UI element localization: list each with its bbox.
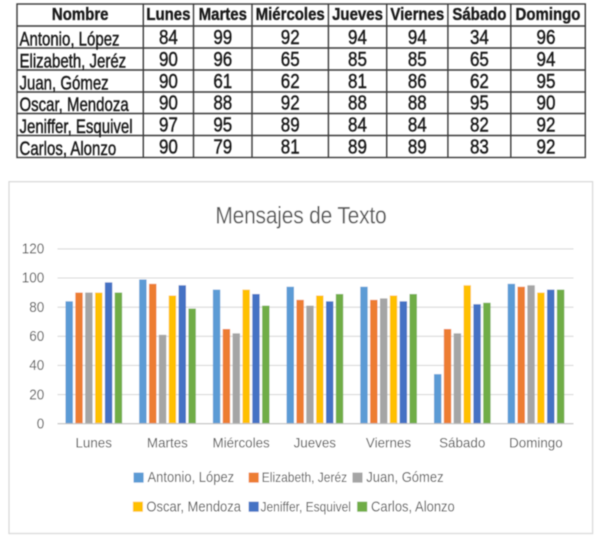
svg-text:89: 89 xyxy=(348,135,367,158)
svg-text:Elizabeth, Jeréz: Elizabeth, Jeréz xyxy=(20,50,127,72)
svg-text:90: 90 xyxy=(159,70,178,93)
svg-text:0: 0 xyxy=(37,416,45,433)
svg-text:Antonio, López: Antonio, López xyxy=(20,28,120,50)
svg-text:80: 80 xyxy=(29,299,44,316)
svg-text:Elizabeth, Jeréz: Elizabeth, Jeréz xyxy=(262,469,347,485)
svg-text:83: 83 xyxy=(470,135,489,158)
svg-text:99: 99 xyxy=(213,26,232,49)
svg-text:Jueves: Jueves xyxy=(294,435,337,450)
svg-text:65: 65 xyxy=(470,48,489,71)
svg-text:Miércoles: Miércoles xyxy=(212,435,270,450)
svg-text:Viernes: Viernes xyxy=(366,435,411,450)
svg-text:34: 34 xyxy=(470,26,489,49)
svg-text:Jeniffer, Esquivel: Jeniffer, Esquivel xyxy=(20,115,133,137)
svg-text:94: 94 xyxy=(537,48,556,71)
svg-text:65: 65 xyxy=(281,48,300,71)
svg-text:Martes: Martes xyxy=(199,4,247,25)
svg-text:40: 40 xyxy=(29,358,44,375)
svg-text:96: 96 xyxy=(213,48,232,71)
svg-text:85: 85 xyxy=(348,48,367,71)
svg-text:95: 95 xyxy=(213,113,232,136)
svg-text:120: 120 xyxy=(22,241,45,258)
svg-text:94: 94 xyxy=(348,26,367,49)
svg-text:62: 62 xyxy=(281,70,300,93)
svg-text:61: 61 xyxy=(213,70,232,93)
svg-text:88: 88 xyxy=(348,91,367,114)
svg-text:90: 90 xyxy=(159,135,178,158)
svg-text:Oscar, Mendoza: Oscar, Mendoza xyxy=(20,93,130,115)
svg-text:Domingo: Domingo xyxy=(509,435,563,450)
svg-text:92: 92 xyxy=(281,26,300,49)
svg-text:62: 62 xyxy=(470,70,489,93)
svg-text:94: 94 xyxy=(408,26,427,49)
svg-text:81: 81 xyxy=(281,135,300,158)
svg-text:Carlos, Alonzo: Carlos, Alonzo xyxy=(371,497,455,514)
svg-text:89: 89 xyxy=(408,135,427,158)
svg-text:Juan, Gómez: Juan, Gómez xyxy=(366,468,443,485)
svg-text:Juan, Gómez: Juan, Gómez xyxy=(20,72,109,94)
svg-text:81: 81 xyxy=(348,70,367,93)
svg-text:Domingo: Domingo xyxy=(516,4,581,25)
svg-text:Antonio, López: Antonio, López xyxy=(148,468,235,485)
svg-text:92: 92 xyxy=(537,135,556,158)
svg-text:Oscar, Mendoza: Oscar, Mendoza xyxy=(146,497,241,514)
svg-text:92: 92 xyxy=(537,113,556,136)
svg-text:88: 88 xyxy=(213,91,232,114)
svg-text:90: 90 xyxy=(159,48,178,71)
svg-text:Martes: Martes xyxy=(147,435,188,450)
svg-text:90: 90 xyxy=(537,91,556,114)
svg-text:84: 84 xyxy=(408,113,427,136)
svg-text:Jueves: Jueves xyxy=(332,4,383,25)
svg-text:88: 88 xyxy=(408,91,427,114)
svg-text:89: 89 xyxy=(281,113,300,136)
svg-text:96: 96 xyxy=(537,26,556,49)
svg-text:82: 82 xyxy=(470,113,489,136)
svg-text:60: 60 xyxy=(29,328,44,345)
svg-text:Lunes: Lunes xyxy=(146,4,190,25)
svg-text:Nombre: Nombre xyxy=(52,4,109,25)
svg-text:84: 84 xyxy=(348,113,367,136)
svg-text:20: 20 xyxy=(29,387,44,404)
svg-text:Miércoles: Miércoles xyxy=(256,4,325,25)
svg-text:Lunes: Lunes xyxy=(75,435,112,450)
svg-text:Viernes: Viernes xyxy=(390,4,444,25)
svg-text:Sábado: Sábado xyxy=(439,435,485,450)
svg-text:79: 79 xyxy=(213,135,232,158)
svg-text:85: 85 xyxy=(408,48,427,71)
svg-text:Sábado: Sábado xyxy=(452,4,506,25)
svg-text:100: 100 xyxy=(22,270,45,287)
svg-text:Carlos, Alonzo: Carlos, Alonzo xyxy=(20,137,117,159)
svg-text:84: 84 xyxy=(159,26,178,49)
svg-text:92: 92 xyxy=(281,91,300,114)
svg-text:95: 95 xyxy=(470,91,489,114)
svg-text:Jeniffer, Esquivel: Jeniffer, Esquivel xyxy=(261,498,351,514)
svg-text:90: 90 xyxy=(159,91,178,114)
svg-text:86: 86 xyxy=(408,70,427,93)
svg-text:95: 95 xyxy=(537,70,556,93)
svg-text:Mensajes de Texto: Mensajes de Texto xyxy=(215,202,386,229)
svg-text:97: 97 xyxy=(159,113,178,136)
